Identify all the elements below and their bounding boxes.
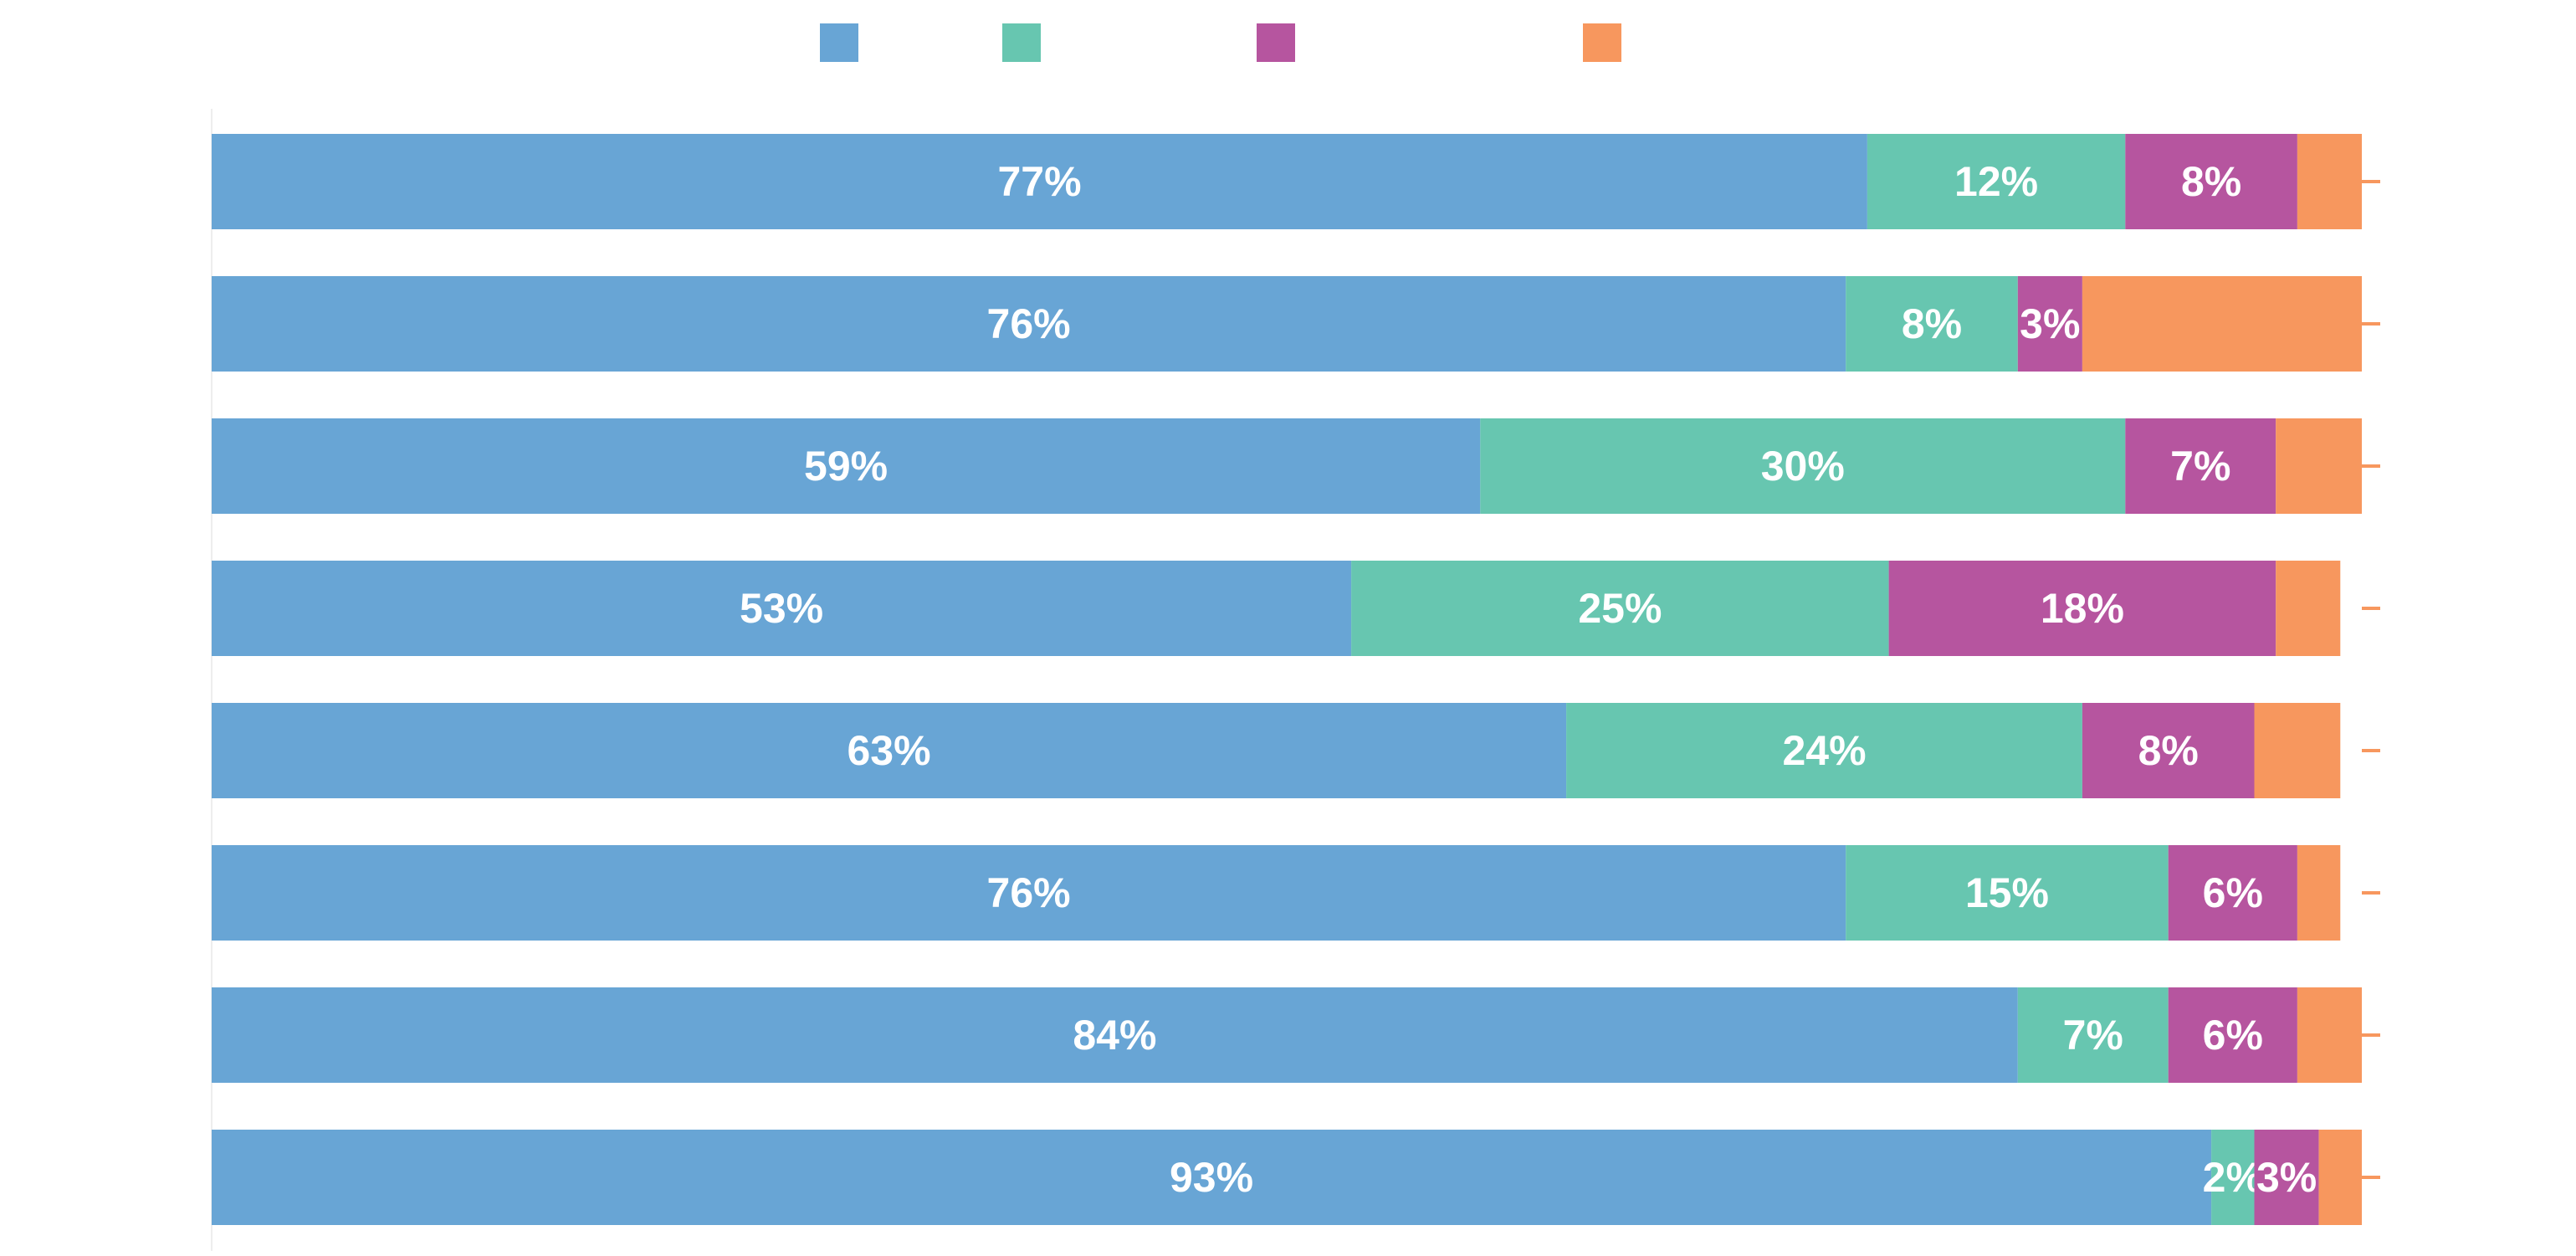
legend-swatch-1 [820,23,858,62]
data-label-2-3: 3% [2020,300,2080,347]
right-tick-marks [2362,180,2380,1179]
bar-row-4: 53% 25% 18% [212,561,2341,656]
data-label-7-3: 6% [2203,1012,2263,1059]
legend-swatch-3 [1257,23,1295,62]
bar-segment-4-3 [1888,561,2276,656]
bar-row-1: 77% 12% 8% [212,134,2362,229]
bar-segment-3-4 [2276,418,2362,514]
data-label-7-1: 84% [1073,1012,1156,1059]
data-label-3-2: 30% [1761,443,1845,490]
bars-group: 77% 12% 8% 76% 8% 3% 59% 30% 7% 53% 25% 18% 63% 24% 8%… [212,134,2362,1225]
bar-segment-5-3 [2082,703,2255,798]
data-label-4-1: 53% [740,585,823,632]
bar-segment-4-4 [2276,561,2341,656]
bar-segment-3-3 [2125,418,2276,514]
data-label-3-3: 7% [2170,443,2230,490]
data-label-2-2: 8% [1902,300,1962,347]
legend-swatch-2 [1002,23,1041,62]
bar-segment-1-2 [1867,134,2126,229]
bar-row-7: 84% 7% 6% [212,987,2362,1083]
data-label-4-3: 18% [2041,585,2124,632]
data-label-6-3: 6% [2203,869,2263,916]
bar-segment-7-4 [2297,987,2362,1083]
bar-segment-2-4 [2082,276,2362,372]
data-label-2-1: 76% [987,300,1071,347]
bar-segment-4-1 [212,561,1352,656]
bar-segment-6-2 [1846,845,2169,941]
bar-segment-1-1 [212,134,1867,229]
bar-segment-6-1 [212,845,1846,941]
legend-swatch-4 [1583,23,1621,62]
bar-segment-7-3 [2168,987,2297,1083]
data-label-4-2: 25% [1578,585,1662,632]
bar-segment-6-3 [2168,845,2297,941]
data-label-5-1: 63% [847,727,930,774]
data-label-3-1: 59% [804,443,888,490]
bar-segment-5-2 [1566,703,2082,798]
bar-row-2: 76% 8% 3% [212,276,2362,372]
data-label-8-2: 2% [2203,1154,2263,1201]
bar-segment-6-4 [2297,845,2341,941]
bar-row-8: 93% 2%3% [212,1130,2362,1225]
bar-segment-3-2 [1480,418,2126,514]
bar-row-3: 59% 30% 7% [212,418,2362,514]
bar-segment-7-1 [212,987,2018,1083]
bar-segment-1-3 [2125,134,2297,229]
bar-segment-2-1 [212,276,1846,372]
bar-segment-8-2 [2211,1130,2255,1225]
bar-segment-8-3 [2254,1130,2319,1225]
data-label-5-3: 8% [2138,727,2199,774]
data-label-1-3: 8% [2181,158,2241,205]
data-label-7-2: 7% [2063,1012,2123,1059]
data-label-8-3: 3% [2256,1154,2317,1201]
data-label-1-2: 12% [1954,158,2038,205]
bar-segment-5-1 [212,703,1567,798]
data-label-5-2: 24% [1782,727,1866,774]
bar-segment-8-4 [2318,1130,2362,1225]
data-label-6-1: 76% [987,869,1071,916]
bar-segment-4-2 [1351,561,1889,656]
bar-segment-7-2 [2017,987,2169,1083]
data-label-8-1: 93% [1170,1154,1253,1201]
bar-segment-3-1 [212,418,1481,514]
bar-row-5: 63% 24% 8% [212,703,2341,798]
bar-segment-5-4 [2254,703,2341,798]
bar-row-6: 76% 15% 6% [212,845,2341,941]
bar-segment-2-3 [2017,276,2082,372]
data-label-6-2: 15% [1965,869,2049,916]
bar-segment-1-4 [2297,134,2362,229]
bar-segment-8-1 [212,1130,2212,1225]
chart-legend [820,23,1621,62]
data-label-1-1: 77% [997,158,1081,205]
bar-segment-2-2 [1846,276,2018,372]
